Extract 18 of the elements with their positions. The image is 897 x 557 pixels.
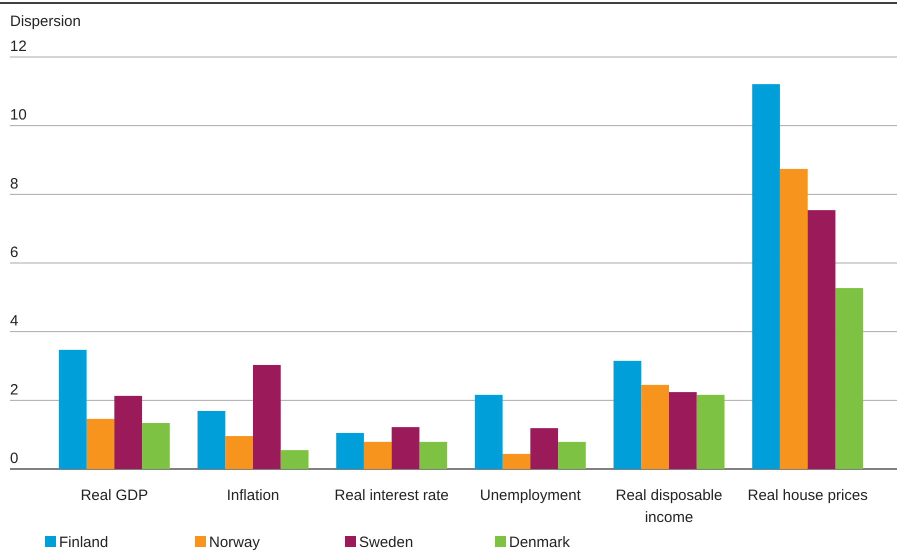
legend-label: Norway [209,534,260,551]
y-tick-label: 2 [10,381,18,398]
y-tick-label: 4 [10,312,18,330]
y-tick-label: 12 [10,38,27,55]
y-axis-title: Dispersion [10,13,81,30]
legend-label: Denmark [509,534,570,551]
legend-label: Finland [59,534,108,551]
x-tick-label: Unemployment [480,487,582,504]
x-tick-label: Real disposable income [616,487,722,526]
x-tick-label: Real interest rate [334,487,449,504]
x-tick-label: Real GDP [80,487,148,504]
y-tick-label: 6 [10,244,18,261]
x-tick-label: Inflation [226,487,280,504]
x-tick-label: Real house prices [748,487,868,504]
y-tick-label: 0 [10,450,18,467]
y-tick-label: 8 [10,175,18,192]
legend-label: Sweden [359,534,414,551]
y-tick-label: 10 [10,106,27,124]
